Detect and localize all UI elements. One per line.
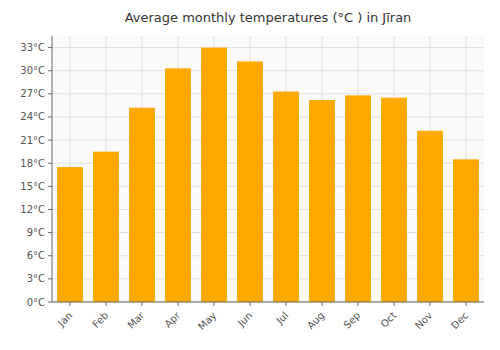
x-tick-label: Oct: [378, 310, 398, 330]
x-tick: [178, 302, 179, 306]
axes: 0°C 3°C 6°C 9°C 12°C 15°C 18°C 21°C 24°C 27°C 30°C…: [20, 36, 484, 332]
grid: [52, 36, 484, 302]
y-tick: [48, 302, 52, 303]
chart-container: 0°C 3°C 6°C 9°C 12°C 15°C 18°C 21°C 24°C 27°C 30°C…: [0, 0, 500, 350]
x-tick: [250, 302, 251, 306]
x-tick-label: Jun: [235, 310, 255, 330]
y-tick: [48, 116, 52, 117]
bar: [417, 131, 443, 302]
y-tick-label: 18°C: [20, 158, 45, 169]
x-tick-label: Jan: [55, 310, 74, 329]
y-tick-label: 27°C: [20, 88, 45, 99]
y-tick-label: 33°C: [20, 42, 45, 53]
y-grid-line: [52, 93, 484, 94]
y-grid-line: [52, 302, 484, 303]
y-grid-line: [52, 116, 484, 117]
y-grid-line: [52, 47, 484, 48]
bar: [381, 98, 407, 302]
x-tick-label: Aug: [305, 310, 327, 332]
bar: [129, 108, 155, 302]
x-tick-label: Jul: [273, 310, 290, 327]
y-tick: [48, 93, 52, 94]
y-tick-label: 15°C: [20, 181, 45, 192]
x-tick: [106, 302, 107, 306]
bar: [57, 167, 83, 302]
x-tick-label: Apr: [162, 309, 183, 330]
bars: [57, 48, 479, 302]
x-tick-label: Nov: [413, 310, 435, 332]
bar: [453, 159, 479, 302]
y-tick: [48, 140, 52, 141]
x-tick: [466, 302, 467, 306]
x-axis-line: [52, 302, 484, 303]
plot-background: [52, 36, 484, 302]
y-tick-label: 12°C: [20, 204, 45, 215]
y-tick: [48, 255, 52, 256]
y-tick-label: 3°C: [27, 273, 45, 284]
y-tick-label: 6°C: [27, 250, 45, 261]
x-tick-label: May: [196, 310, 218, 332]
x-tick-label: Dec: [449, 310, 470, 331]
chart-title: Average monthly temperatures (°C ) in Jī…: [125, 10, 412, 25]
x-tick: [394, 302, 395, 306]
x-tick-label: Feb: [90, 310, 110, 330]
x-tick: [322, 302, 323, 306]
x-tick: [430, 302, 431, 306]
y-tick-label: 30°C: [20, 65, 45, 76]
chart-svg: 0°C 3°C 6°C 9°C 12°C 15°C 18°C 21°C 24°C 27°C 30°C…: [0, 0, 500, 350]
bar: [345, 95, 371, 302]
x-tick: [214, 302, 215, 306]
y-tick-label: 24°C: [20, 111, 45, 122]
x-tick: [70, 302, 71, 306]
bar: [165, 68, 191, 302]
x-tick-label: Mar: [125, 309, 147, 331]
x-tick: [286, 302, 287, 306]
x-tick: [358, 302, 359, 306]
bar: [273, 92, 299, 302]
y-tick: [48, 278, 52, 279]
y-tick: [48, 163, 52, 164]
y-grid-line: [52, 70, 484, 71]
y-tick-label: 9°C: [27, 227, 45, 238]
bar: [93, 152, 119, 302]
x-tick: [142, 302, 143, 306]
x-tick-label: Sep: [341, 310, 362, 331]
y-tick: [48, 209, 52, 210]
bar: [237, 61, 263, 302]
bar: [201, 48, 227, 302]
y-axis-line: [52, 36, 53, 302]
y-tick: [48, 186, 52, 187]
y-tick-label: 0°C: [27, 297, 45, 308]
y-tick: [48, 232, 52, 233]
y-tick: [48, 47, 52, 48]
y-tick-label: 21°C: [20, 135, 45, 146]
y-tick: [48, 70, 52, 71]
bar: [309, 100, 335, 302]
